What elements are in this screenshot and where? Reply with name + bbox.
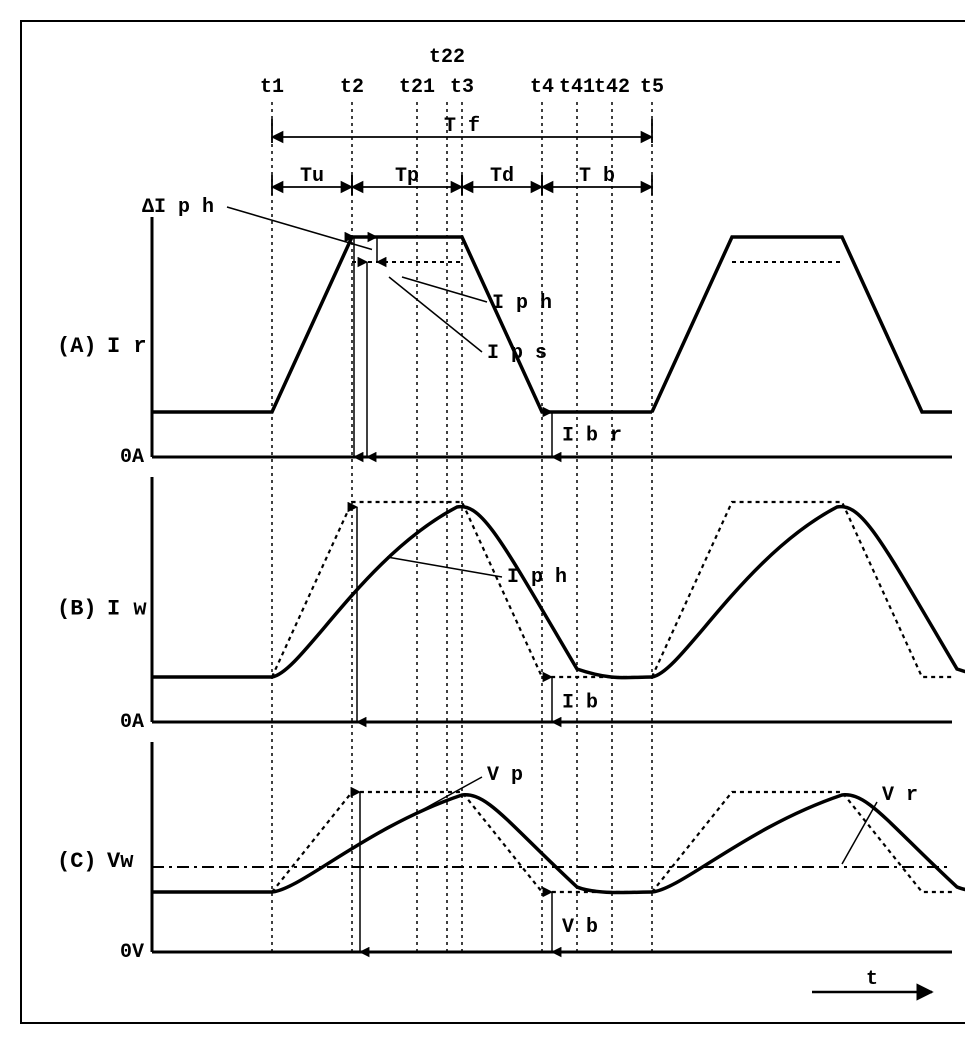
period-Td-label: Td bbox=[490, 165, 514, 188]
label-Iph-B: I p h bbox=[507, 566, 567, 589]
label-Vr: V r bbox=[882, 784, 918, 807]
label-Vb: V b bbox=[562, 916, 598, 939]
panelA-name: (A) bbox=[57, 334, 97, 359]
label-t41: t41 bbox=[559, 76, 595, 99]
panelA-wave2 bbox=[652, 237, 952, 412]
period-Tu-label: Tu bbox=[300, 165, 324, 188]
label-t4: t4 bbox=[530, 76, 554, 99]
panelA-signal: I r bbox=[107, 334, 147, 359]
label-Ips: I p s bbox=[487, 342, 547, 365]
label-Ibr: I b r bbox=[562, 425, 622, 448]
label-t2: t2 bbox=[340, 76, 364, 99]
label-t42: t42 bbox=[594, 76, 630, 99]
label-dIph: ΔI p h bbox=[142, 196, 214, 219]
label-t3: t3 bbox=[450, 76, 474, 99]
timing-diagram: t22 t1 t2 t21 t3 t4t41t42 t5 T f Tu Tp Td T b 0A (A) I… bbox=[20, 20, 965, 1024]
period-Tp-label: Tp bbox=[395, 165, 419, 188]
label-t1: t1 bbox=[260, 76, 284, 99]
label-t22: t22 bbox=[429, 46, 465, 69]
panelC-zero: 0V bbox=[120, 941, 144, 964]
period-Tb-label: T b bbox=[579, 165, 615, 188]
panelC-ref1 bbox=[152, 792, 652, 892]
panelC-signal: Vw bbox=[107, 849, 134, 874]
panelB-signal: I w bbox=[107, 597, 147, 622]
panelB-zero: 0A bbox=[120, 711, 144, 734]
label-Ib: I b bbox=[562, 692, 598, 715]
t-axis-label: t bbox=[866, 968, 878, 991]
label-t21: t21 bbox=[399, 76, 435, 99]
label-Iph-A: I p h bbox=[492, 292, 552, 315]
panelB-name: (B) bbox=[57, 597, 97, 622]
panelB-wave2 bbox=[652, 507, 965, 678]
period-Tf-label: T f bbox=[444, 115, 480, 138]
label-t5: t5 bbox=[640, 76, 664, 99]
label-Vp: V p bbox=[487, 764, 523, 787]
panelA-zero: 0A bbox=[120, 446, 144, 469]
panelC-name: (C) bbox=[57, 849, 97, 874]
